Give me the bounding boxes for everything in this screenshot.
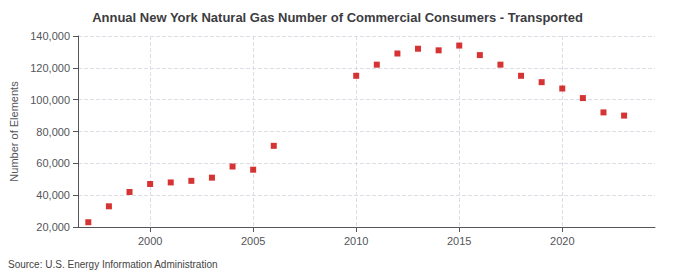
svg-text:140,000: 140,000	[30, 30, 70, 42]
svg-text:Source: U.S. Energy Informatio: Source: U.S. Energy Information Administ…	[8, 259, 218, 270]
svg-text:Number of Elements: Number of Elements	[8, 81, 20, 182]
svg-text:40,000: 40,000	[36, 189, 70, 201]
svg-text:80,000: 80,000	[36, 126, 70, 138]
svg-text:2010: 2010	[344, 235, 368, 247]
svg-text:60,000: 60,000	[36, 157, 70, 169]
svg-text:Annual New York Natural Gas Nu: Annual New York Natural Gas Number of Co…	[92, 10, 583, 25]
svg-text:120,000: 120,000	[30, 62, 70, 74]
svg-text:2020: 2020	[550, 235, 574, 247]
svg-text:2000: 2000	[138, 235, 162, 247]
svg-text:100,000: 100,000	[30, 94, 70, 106]
svg-text:2015: 2015	[447, 235, 471, 247]
svg-text:20,000: 20,000	[36, 221, 70, 233]
svg-text:2005: 2005	[241, 235, 265, 247]
